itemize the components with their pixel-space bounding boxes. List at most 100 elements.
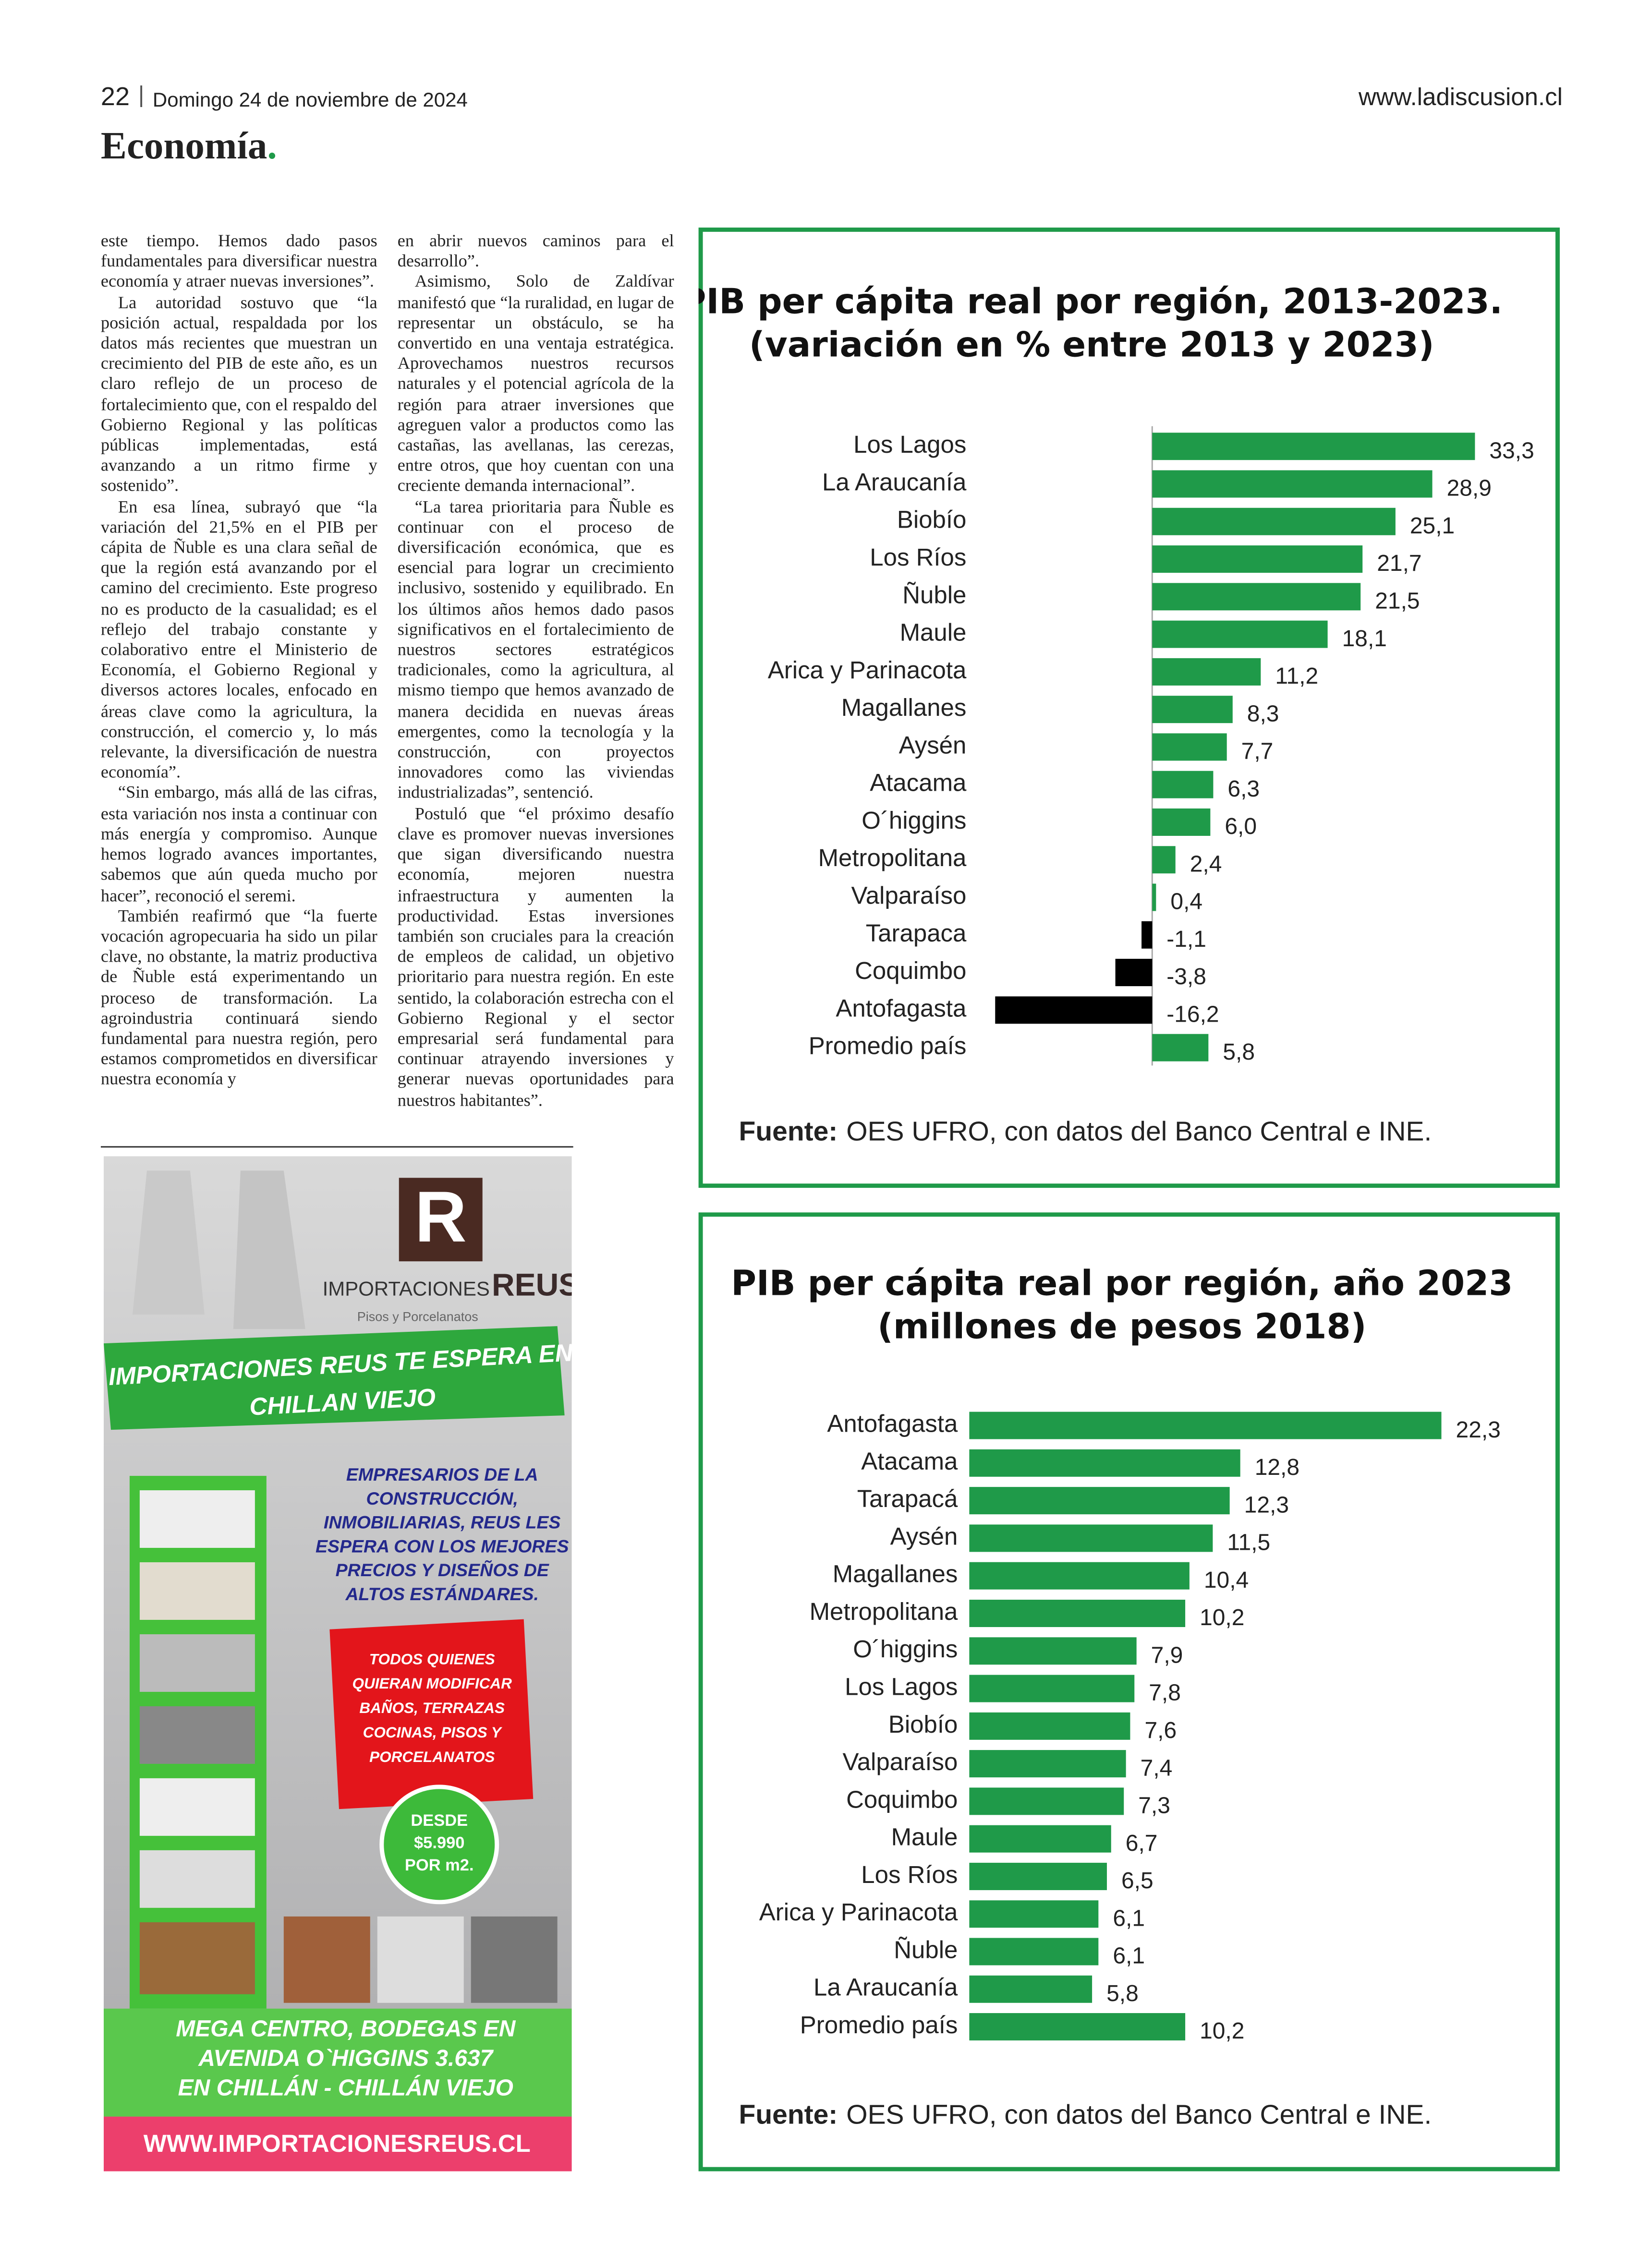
offer-box xyxy=(329,1619,534,1810)
value-label: 6,7 xyxy=(1126,1831,1158,1856)
category-label: O´higgins xyxy=(853,1635,958,1663)
ad-text: AVENIDA O`HIGGINS 3.637 xyxy=(198,2046,494,2071)
towel xyxy=(132,1170,205,1315)
bar xyxy=(969,1862,1107,1890)
ad-text: BAÑOS, TERRAZAS xyxy=(359,1699,505,1716)
bar xyxy=(969,1637,1137,1665)
value-label: 7,7 xyxy=(1241,739,1274,764)
section-title: Economía. xyxy=(101,124,277,169)
value-label: 7,8 xyxy=(1149,1680,1181,1706)
brand: REUS xyxy=(492,1267,572,1303)
bar xyxy=(1152,583,1361,611)
bar xyxy=(1152,883,1156,911)
bar xyxy=(1141,921,1153,949)
category-label: Los Ríos xyxy=(861,1861,958,1888)
bar xyxy=(1152,545,1363,573)
price-badge xyxy=(379,1785,499,1905)
bar xyxy=(1152,733,1227,761)
tagline: Pisos y Porcelanatos xyxy=(357,1309,478,1324)
rule xyxy=(100,1146,573,1148)
tiles xyxy=(139,1490,558,2003)
section-name: Economía xyxy=(100,123,267,167)
bar xyxy=(1152,1034,1209,1062)
ad-text: PRECIOS Y DISEÑOS DE xyxy=(336,1560,549,1580)
value-label: 28,9 xyxy=(1447,476,1492,501)
category-label: Valparaíso xyxy=(851,882,967,909)
ad-text: ALTOS ESTÁNDARES. xyxy=(345,1584,538,1604)
category-label: Atacama xyxy=(861,1448,958,1475)
value-label: -3,8 xyxy=(1166,964,1206,989)
bar xyxy=(1152,507,1396,535)
ad-text: CONSTRUCCIÓN, xyxy=(366,1488,518,1508)
category-label: Antofagasta xyxy=(827,1410,958,1437)
value-label: 25,1 xyxy=(1410,513,1455,539)
article-column: este tiempo. Hemos dado pasos fundamenta… xyxy=(101,230,377,1089)
category-label: Los Lagos xyxy=(845,1673,958,1701)
paragraph: También reafirmó que “la fuerte vocación… xyxy=(100,905,377,1089)
bar xyxy=(1152,470,1433,498)
ad-text: MEGA CENTRO, BODEGAS EN xyxy=(176,2016,516,2041)
value-label: 10,2 xyxy=(1200,2018,1244,2044)
bar xyxy=(1152,696,1233,724)
value-label: 11,5 xyxy=(1227,1530,1270,1556)
category-label: La Araucanía xyxy=(813,1974,958,2001)
value-label: -16,2 xyxy=(1166,1002,1219,1027)
category-label: Biobío xyxy=(897,506,967,533)
value-label: 6,1 xyxy=(1113,1943,1145,1969)
chart-title: PIB per cápita real por región, 2013-202… xyxy=(699,281,1503,321)
category-label: Promedio país xyxy=(800,2011,958,2039)
category-label: Arica y Parinacota xyxy=(768,656,967,684)
category-label: Ñuble xyxy=(902,581,966,608)
bar xyxy=(969,1900,1099,1928)
value-label: 6,5 xyxy=(1121,1868,1153,1894)
value-label: 18,1 xyxy=(1342,626,1387,651)
source-text: OES UFRO, con datos del Banco Central e … xyxy=(846,2099,1432,2130)
category-label: Magallanes xyxy=(833,1560,958,1588)
bar xyxy=(969,1825,1111,1853)
bar xyxy=(969,1487,1230,1515)
towel xyxy=(233,1170,305,1329)
bar xyxy=(1115,959,1153,987)
bar xyxy=(969,1524,1213,1552)
chart-subtitle: (variación en % entre 2013 y 2023) xyxy=(749,324,1434,364)
bar xyxy=(1152,658,1261,686)
category-label: Coquimbo xyxy=(846,1785,958,1813)
value-label: 2,4 xyxy=(1190,851,1222,877)
ad-text: EN CHILLÁN - CHILLÁN VIEJO xyxy=(178,2075,513,2100)
value-label: 11,2 xyxy=(1275,664,1318,689)
bar xyxy=(1152,808,1211,836)
bar xyxy=(969,1712,1130,1740)
source-label: Fuente: xyxy=(739,1116,838,1146)
chart-title: PIB per cápita real por región, año 2023 xyxy=(731,1263,1513,1303)
category-label: Arica y Parinacota xyxy=(759,1898,958,1926)
logo-box xyxy=(399,1178,483,1262)
category-label: Metropolitana xyxy=(810,1598,958,1625)
bar xyxy=(969,2013,1186,2041)
ad-text: QUIERAN MODIFICAR xyxy=(352,1675,512,1692)
value-label: 6,0 xyxy=(1225,814,1257,839)
bar xyxy=(969,1750,1126,1778)
ad-url: WWW.IMPORTACIONESREUS.CL xyxy=(144,2130,531,2157)
banner xyxy=(103,1326,565,1430)
value-label: 10,2 xyxy=(1200,1605,1244,1630)
category-label: La Araucanía xyxy=(822,468,967,495)
brand: IMPORTACIONES xyxy=(323,1277,490,1300)
ad-text: INMOBILIARIAS, REUS LES xyxy=(324,1512,560,1532)
category-label: Coquimbo xyxy=(855,957,966,984)
category-label: Tarapacá xyxy=(857,1485,958,1512)
value-label: 6,1 xyxy=(1113,1906,1145,1931)
date: Domingo 24 de noviembre de 2024 xyxy=(152,87,468,111)
url-band xyxy=(103,2116,572,2171)
category-label: Aysén xyxy=(899,731,967,759)
bar xyxy=(1152,433,1475,460)
ad-text: COCINAS, PISOS Y xyxy=(363,1724,503,1741)
value-label: -1,1 xyxy=(1166,927,1206,952)
paragraph: “La tarea prioritaria para Ñuble es cont… xyxy=(397,496,674,803)
ad-text: POR m2. xyxy=(405,1856,474,1874)
value-label: 10,4 xyxy=(1204,1568,1249,1593)
bar xyxy=(969,1938,1099,1966)
category-label: O´higgins xyxy=(862,807,966,834)
ad-text: EMPRESARIOS DE LA xyxy=(346,1464,538,1484)
